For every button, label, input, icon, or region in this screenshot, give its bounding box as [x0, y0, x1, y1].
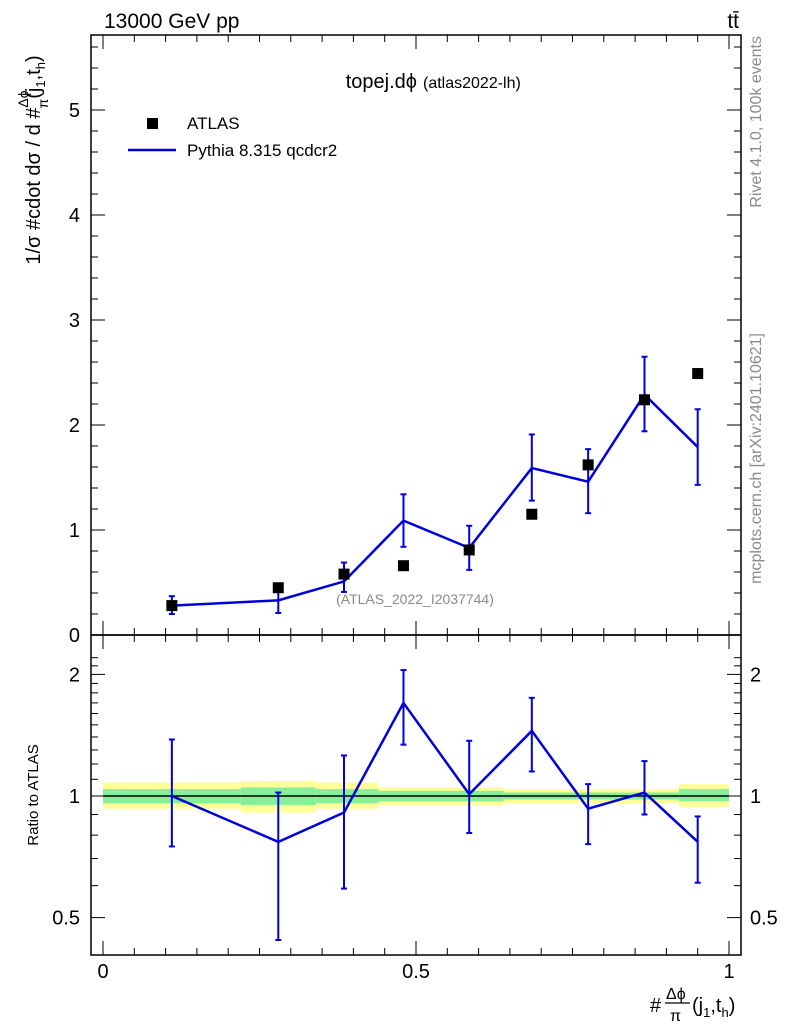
x-axis-label-numerator: Δϕ	[666, 986, 686, 1003]
ratio-xtick-label: 1	[723, 961, 734, 983]
atlas-point	[397, 560, 409, 572]
plot-title: topej.dϕ	[346, 71, 417, 93]
atlas-point	[582, 459, 594, 471]
x-axis-label: # Δϕ π (j1,th)	[650, 986, 735, 1024]
ratio-marks	[168, 669, 701, 942]
ratio-ytick-label-right: 2	[750, 664, 761, 686]
main-ylabel: 1/σ #cdot dσ / d #Δϕ π(j1,th)	[15, 55, 51, 264]
main-axes: 0 1 2 3 4 5	[69, 34, 742, 647]
ratio-axes: 0 0.5 1 0.5 0.5 1 1 2 2	[52, 634, 778, 983]
ratio-band-green	[678, 789, 729, 802]
x-axis-label-prefix: #	[650, 995, 662, 1017]
main-ytick-label: 3	[69, 310, 80, 332]
ratio-pythia-line	[171, 700, 699, 844]
atlas-point	[692, 368, 704, 380]
rivet-label: Rivet 4.1.0, 100k events	[748, 36, 765, 208]
ratio-ytick-label: 2	[69, 664, 80, 686]
main-marks	[166, 355, 704, 615]
watermark: (ATLAS_2022_I2037744)	[336, 591, 494, 607]
ratio-xtick-label: 0.5	[402, 961, 430, 983]
main-ytick-label: 4	[69, 205, 80, 227]
pythia-line	[171, 392, 699, 607]
ratio-ytick-label-right: 0.5	[750, 908, 778, 930]
main-panel: 0 1 2 3 4 5 (ATLAS_2022_I2037744) topej.dϕ (a…	[15, 34, 742, 647]
atlas-point	[338, 568, 350, 580]
main-ytick-label: 5	[69, 100, 80, 122]
legend: ATLAS Pythia 8.315 qcdcr2	[128, 114, 337, 160]
atlas-point	[166, 600, 178, 612]
legend-pythia-label: Pythia 8.315 qcdcr2	[187, 141, 337, 160]
ratio-ylabel: Ratio to ATLAS	[25, 744, 42, 845]
x-axis-label-suffix: (j1,th)	[692, 995, 735, 1020]
energy-label: 13000 GeV pp	[104, 10, 239, 33]
atlas-point	[638, 394, 650, 406]
plot-subtitle: (atlas2022-lh)	[423, 75, 521, 92]
main-ytick-label: 1	[69, 520, 80, 542]
ratio-panel: 0 0.5 1 0.5 0.5 1 1 2 2 Ratio to ATLAS	[25, 634, 778, 983]
site-label: mcplots.cern.ch [arXiv:2401.10621]	[748, 333, 765, 584]
legend-atlas-marker	[147, 118, 158, 129]
ratio-ytick-label: 0.5	[52, 908, 80, 930]
atlas-point	[463, 544, 475, 556]
atlas-point	[272, 582, 284, 594]
ratio-xtick-label: 0	[97, 961, 108, 983]
process-label: tt̄	[727, 10, 739, 33]
main-ytick-label: 2	[69, 415, 80, 437]
legend-atlas-label: ATLAS	[187, 114, 240, 133]
atlas-point	[526, 508, 538, 520]
x-axis-label-denominator: π	[670, 1008, 681, 1024]
main-ytick-label: 0	[69, 625, 80, 647]
ratio-ytick-label: 1	[69, 786, 80, 808]
ratio-ytick-label-right: 1	[750, 786, 761, 808]
